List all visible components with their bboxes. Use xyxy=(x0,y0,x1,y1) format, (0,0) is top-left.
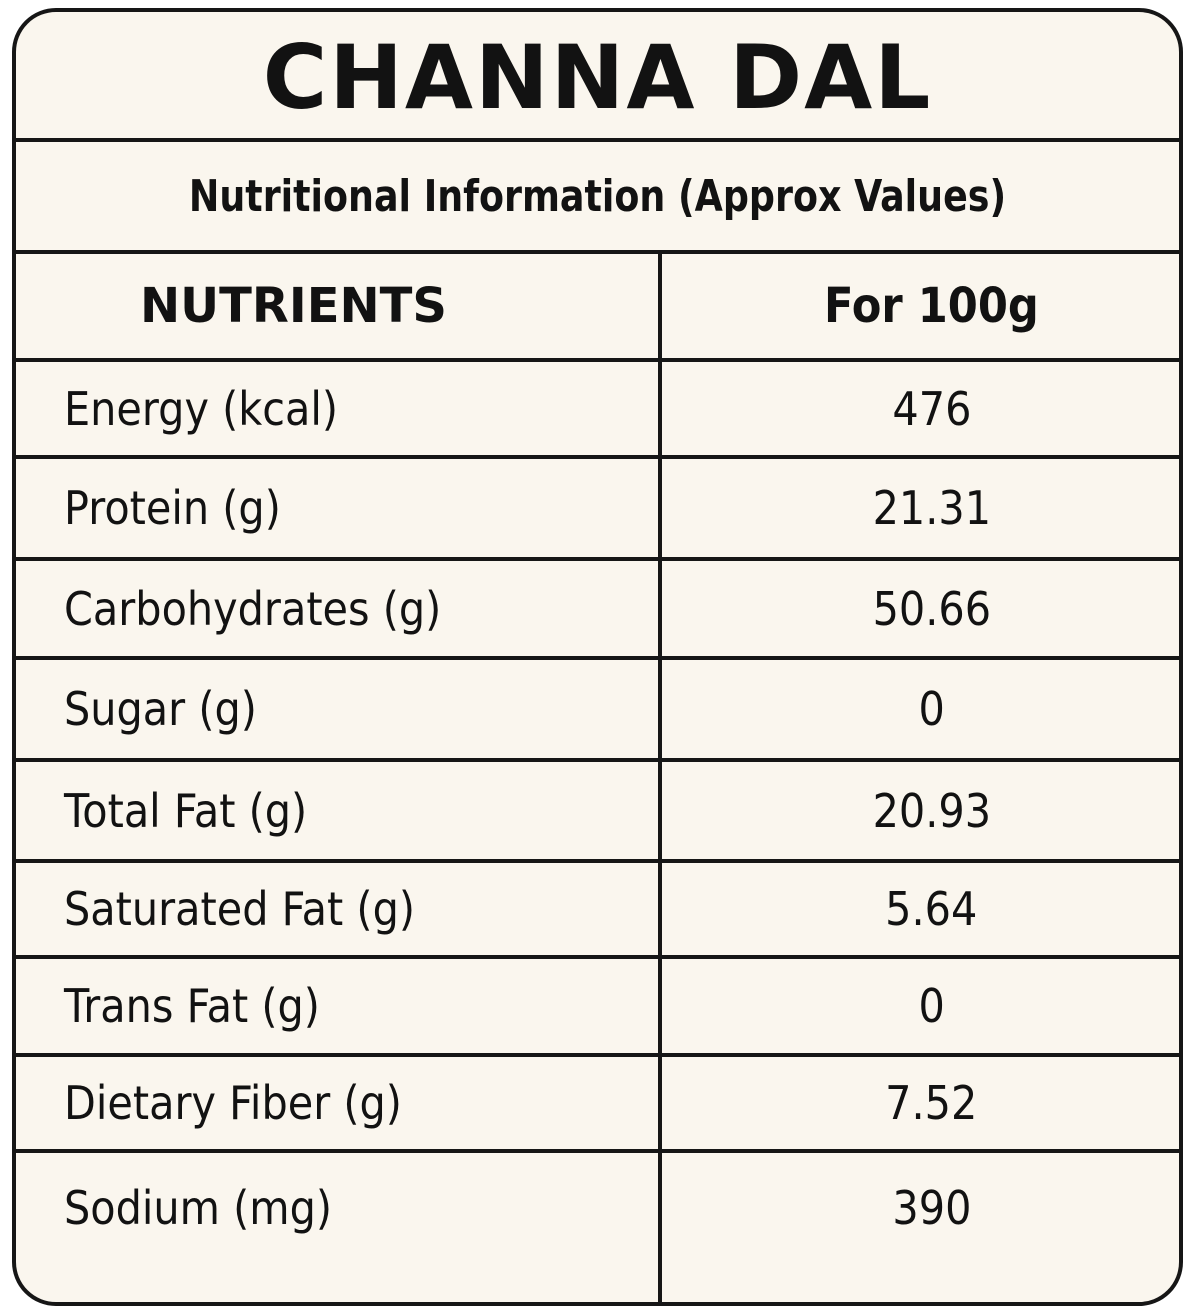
nutrient-value-text: 390 xyxy=(891,1180,972,1235)
nutrient-name: Sugar (g) xyxy=(16,660,658,758)
column-divider xyxy=(658,254,662,1302)
nutrient-value: 20.93 xyxy=(662,762,1179,859)
column-header-per-100g: For 100g xyxy=(662,254,1179,358)
column-header-nutrients: NUTRIENTS xyxy=(16,254,658,358)
nutrient-name-text: Saturated Fat (g) xyxy=(64,882,416,936)
nutrient-name-text: Trans Fat (g) xyxy=(64,979,320,1033)
nutrient-value: 390 xyxy=(662,1153,1179,1262)
nutrient-name: Protein (g) xyxy=(16,459,658,557)
nutrient-value-text: 476 xyxy=(891,381,972,436)
nutrient-name-text: Protein (g) xyxy=(64,481,281,535)
divider xyxy=(16,358,1179,362)
nutrient-value-text: 21.31 xyxy=(872,481,991,535)
nutrient-value: 5.64 xyxy=(662,863,1179,955)
divider xyxy=(16,138,1179,142)
nutrient-name: Carbohydrates (g) xyxy=(16,561,658,656)
nutrient-value-text: 5.64 xyxy=(885,882,978,936)
nutrient-value: 50.66 xyxy=(662,561,1179,656)
nutrient-name-text: Carbohydrates (g) xyxy=(64,581,442,636)
nutrient-name: Total Fat (g) xyxy=(16,762,658,859)
column-header-label: NUTRIENTS xyxy=(140,278,447,334)
nutrient-value: 0 xyxy=(662,959,1179,1053)
nutrient-name: Saturated Fat (g) xyxy=(16,863,658,955)
divider xyxy=(16,455,1179,459)
nutrient-value-text: 7.52 xyxy=(885,1076,978,1130)
nutrient-value-text: 20.93 xyxy=(872,783,991,838)
nutrition-subtitle: Nutritional Information (Approx Values) xyxy=(188,170,1007,222)
divider xyxy=(16,656,1179,660)
divider xyxy=(16,1149,1179,1153)
nutrient-value: 7.52 xyxy=(662,1057,1179,1149)
nutrient-name-text: Dietary Fiber (g) xyxy=(64,1076,402,1130)
nutrient-name: Trans Fat (g) xyxy=(16,959,658,1053)
divider xyxy=(16,859,1179,863)
nutrient-value: 21.31 xyxy=(662,459,1179,557)
column-header-label: For 100g xyxy=(824,278,1039,334)
divider xyxy=(16,758,1179,762)
nutrient-value: 476 xyxy=(662,362,1179,455)
nutrient-name-text: Sugar (g) xyxy=(64,682,257,736)
nutrient-name-text: Energy (kcal) xyxy=(64,381,339,436)
nutrient-name: Dietary Fiber (g) xyxy=(16,1057,658,1149)
divider xyxy=(16,1053,1179,1057)
product-title: CHANNA DAL xyxy=(262,26,933,129)
divider xyxy=(16,250,1179,254)
divider xyxy=(16,955,1179,959)
nutrient-value-text: 0 xyxy=(918,682,945,736)
nutrient-name-text: Sodium (mg) xyxy=(64,1180,333,1235)
nutrient-value-text: 0 xyxy=(918,979,945,1033)
divider xyxy=(16,557,1179,561)
nutrient-name: Sodium (mg) xyxy=(16,1153,658,1262)
nutrient-name-text: Total Fat (g) xyxy=(64,783,308,838)
nutrient-name: Energy (kcal) xyxy=(16,362,658,455)
nutrient-value-text: 50.66 xyxy=(872,581,991,636)
nutrient-value: 0 xyxy=(662,660,1179,758)
nutrition-label: CHANNA DAL Nutritional Information (Appr… xyxy=(12,8,1183,1306)
